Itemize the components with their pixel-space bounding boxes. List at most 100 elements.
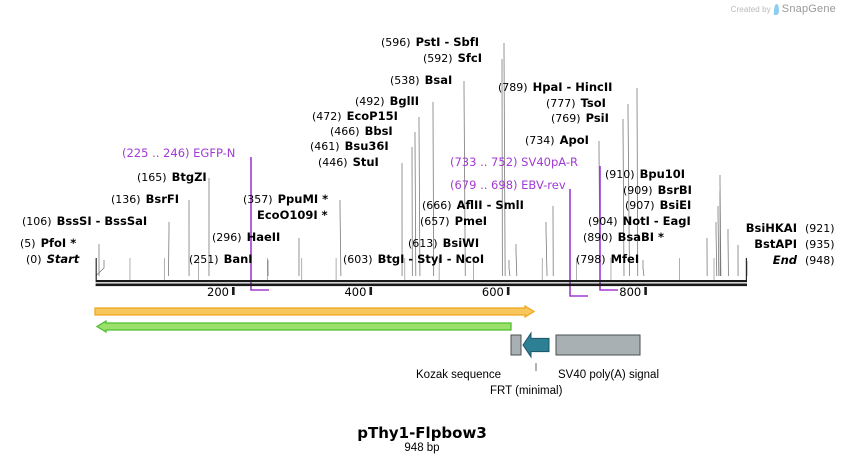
- feature-marker-line: [250, 157, 269, 291]
- page-title: pThy1-Flpbow3: [357, 424, 487, 442]
- site-enzyme-name: BtgI - StyI - NcoI: [377, 252, 485, 266]
- site-enzyme-name: End: [772, 253, 797, 267]
- enzyme-site-label: (466) BbsI: [330, 124, 393, 138]
- feature-marker-lines: [250, 157, 618, 297]
- site-position: (734): [525, 134, 555, 147]
- orf-tracks: [94, 304, 536, 334]
- site-enzyme-name: Start: [46, 252, 80, 266]
- enzyme-site-label: (538) BsaI: [390, 74, 452, 87]
- leader-line: [508, 260, 511, 277]
- enzyme-site-label: (461) Bsu36I: [310, 140, 389, 153]
- site-position: (798): [576, 253, 606, 266]
- site-enzyme-name: BsiHKAI: [745, 221, 797, 235]
- enzyme-site-label: (907) BsiEI: [625, 198, 692, 212]
- site-enzyme-name: BglII: [389, 94, 420, 108]
- enzyme-site-label: (910) Bpu10I: [605, 168, 685, 181]
- credit-prefix: Created by: [730, 4, 771, 14]
- leader-line: [432, 102, 435, 277]
- leader-line: [168, 222, 170, 277]
- site-enzyme-name: StuI: [352, 155, 379, 169]
- ruler-tick-label: 200: [207, 285, 229, 299]
- site-position: (296): [212, 231, 242, 244]
- site-enzyme-name: BstAPI: [754, 237, 797, 251]
- site-enzyme-name: BsrBI: [657, 183, 692, 197]
- site-position: (789): [498, 81, 528, 94]
- enzyme-site-label: (734) ApoI: [525, 134, 589, 147]
- site-position: (136): [111, 193, 141, 206]
- site-position: (935): [805, 238, 835, 251]
- site-enzyme-name: BsiWI: [442, 236, 480, 250]
- enzyme-site-label: (165) BtgZI: [137, 170, 207, 184]
- site-position: (461): [310, 140, 340, 153]
- site-enzyme-name: PfoI *: [40, 236, 77, 250]
- enzyme-site-label: (592) SfcI: [423, 52, 482, 65]
- feature-marker-line: [569, 189, 588, 297]
- site-enzyme-name: NotI - EagI: [622, 214, 691, 228]
- leader-line: [717, 206, 720, 277]
- site-position: (466): [330, 125, 360, 138]
- enzyme-site-label: (789) HpaI - HincII: [498, 80, 613, 94]
- ruler-tick-label: 400: [344, 285, 367, 299]
- enzyme-site-label: (613) BsiWI: [408, 236, 480, 250]
- leader-line: [503, 43, 506, 277]
- site-position: (909): [623, 184, 653, 197]
- site-enzyme-name: EcoP15I: [346, 109, 398, 123]
- feature-kozak-shape: [510, 334, 522, 356]
- site-position: (446): [318, 156, 348, 169]
- sequence-feature-label: (225 .. 246) EGFP-N: [122, 146, 236, 160]
- green-track: [95, 319, 512, 334]
- enzyme-site-label: (296) HaeII: [212, 230, 281, 244]
- leader-line: [719, 175, 722, 277]
- leader-line: [463, 81, 466, 277]
- site-position: (921): [805, 222, 835, 235]
- site-position: (0): [26, 253, 42, 266]
- backbone-line-bottom: [95, 283, 748, 287]
- enzyme-site-label: (769) PsiI: [551, 111, 609, 125]
- enzyme-site-label: (492) BglII: [355, 94, 420, 108]
- leader-line: [642, 260, 645, 277]
- leader-line: [636, 88, 639, 277]
- feature-frt-label: FRT (minimal): [490, 385, 563, 397]
- site-enzyme-name: BsaBI *: [617, 230, 665, 244]
- feature-sv40pa-label: SV40 poly(A) signal: [558, 369, 659, 381]
- site-enzyme-name: HpaI - HincII: [532, 80, 613, 94]
- leader-line: [627, 104, 630, 277]
- sequence-feature-label: (733 .. 752) SV40pA-R: [450, 155, 579, 169]
- site-enzyme-name: PpuMI *: [277, 192, 329, 206]
- leader-line: [515, 244, 518, 277]
- site-enzyme-name: PsiI: [585, 111, 609, 125]
- enzyme-site-label: (904) NotI - EagI: [588, 214, 691, 228]
- enzyme-site-label: (472) EcoP15I: [312, 109, 398, 123]
- enzyme-site-label: (777) TsoI: [546, 97, 606, 110]
- site-enzyme-name: HaeII: [246, 230, 281, 244]
- orange-track: [94, 304, 536, 319]
- ruler-tick-label: 800: [619, 285, 642, 299]
- feature-shapes: [510, 331, 641, 371]
- enzyme-site-label: (666) AflII - SmlI: [422, 198, 524, 212]
- site-position: (657): [420, 215, 450, 228]
- ruler-tick: [232, 287, 235, 295]
- enzyme-site-label: (446) StuI: [318, 155, 379, 169]
- site-enzyme-name: BsiEI: [659, 198, 692, 212]
- site-position: (910): [605, 168, 635, 181]
- site-enzyme-name: AflII - SmlI: [456, 198, 524, 212]
- site-enzyme-name: BbsI: [364, 124, 393, 138]
- feature-sv40pa-shape: [555, 334, 641, 356]
- enzyme-site-label: (909) BsrBI: [623, 183, 692, 197]
- site-position: (251): [189, 253, 219, 266]
- site-enzyme-name: BtgZI: [171, 170, 207, 184]
- ruler-tick: [644, 287, 647, 295]
- backbone-line-top: [95, 280, 748, 283]
- site-position: (538): [390, 74, 420, 87]
- leader-line: [95, 260, 105, 277]
- site-position: (492): [355, 95, 385, 108]
- snapgene-credit: Created by SnapGene: [731, 3, 836, 15]
- ruler-tick: [369, 287, 373, 295]
- enzyme-site-label: (657) PmeI: [420, 215, 487, 228]
- enzyme-site-label: (251) BanI: [189, 253, 253, 266]
- site-enzyme-name: BssSI - BssSaI: [56, 214, 148, 228]
- site-position: (5): [20, 237, 36, 250]
- site-position: (907): [625, 199, 655, 212]
- enzyme-site-label: (106) BssSI - BssSaI: [22, 214, 148, 228]
- feature-frt-shape: [522, 331, 550, 359]
